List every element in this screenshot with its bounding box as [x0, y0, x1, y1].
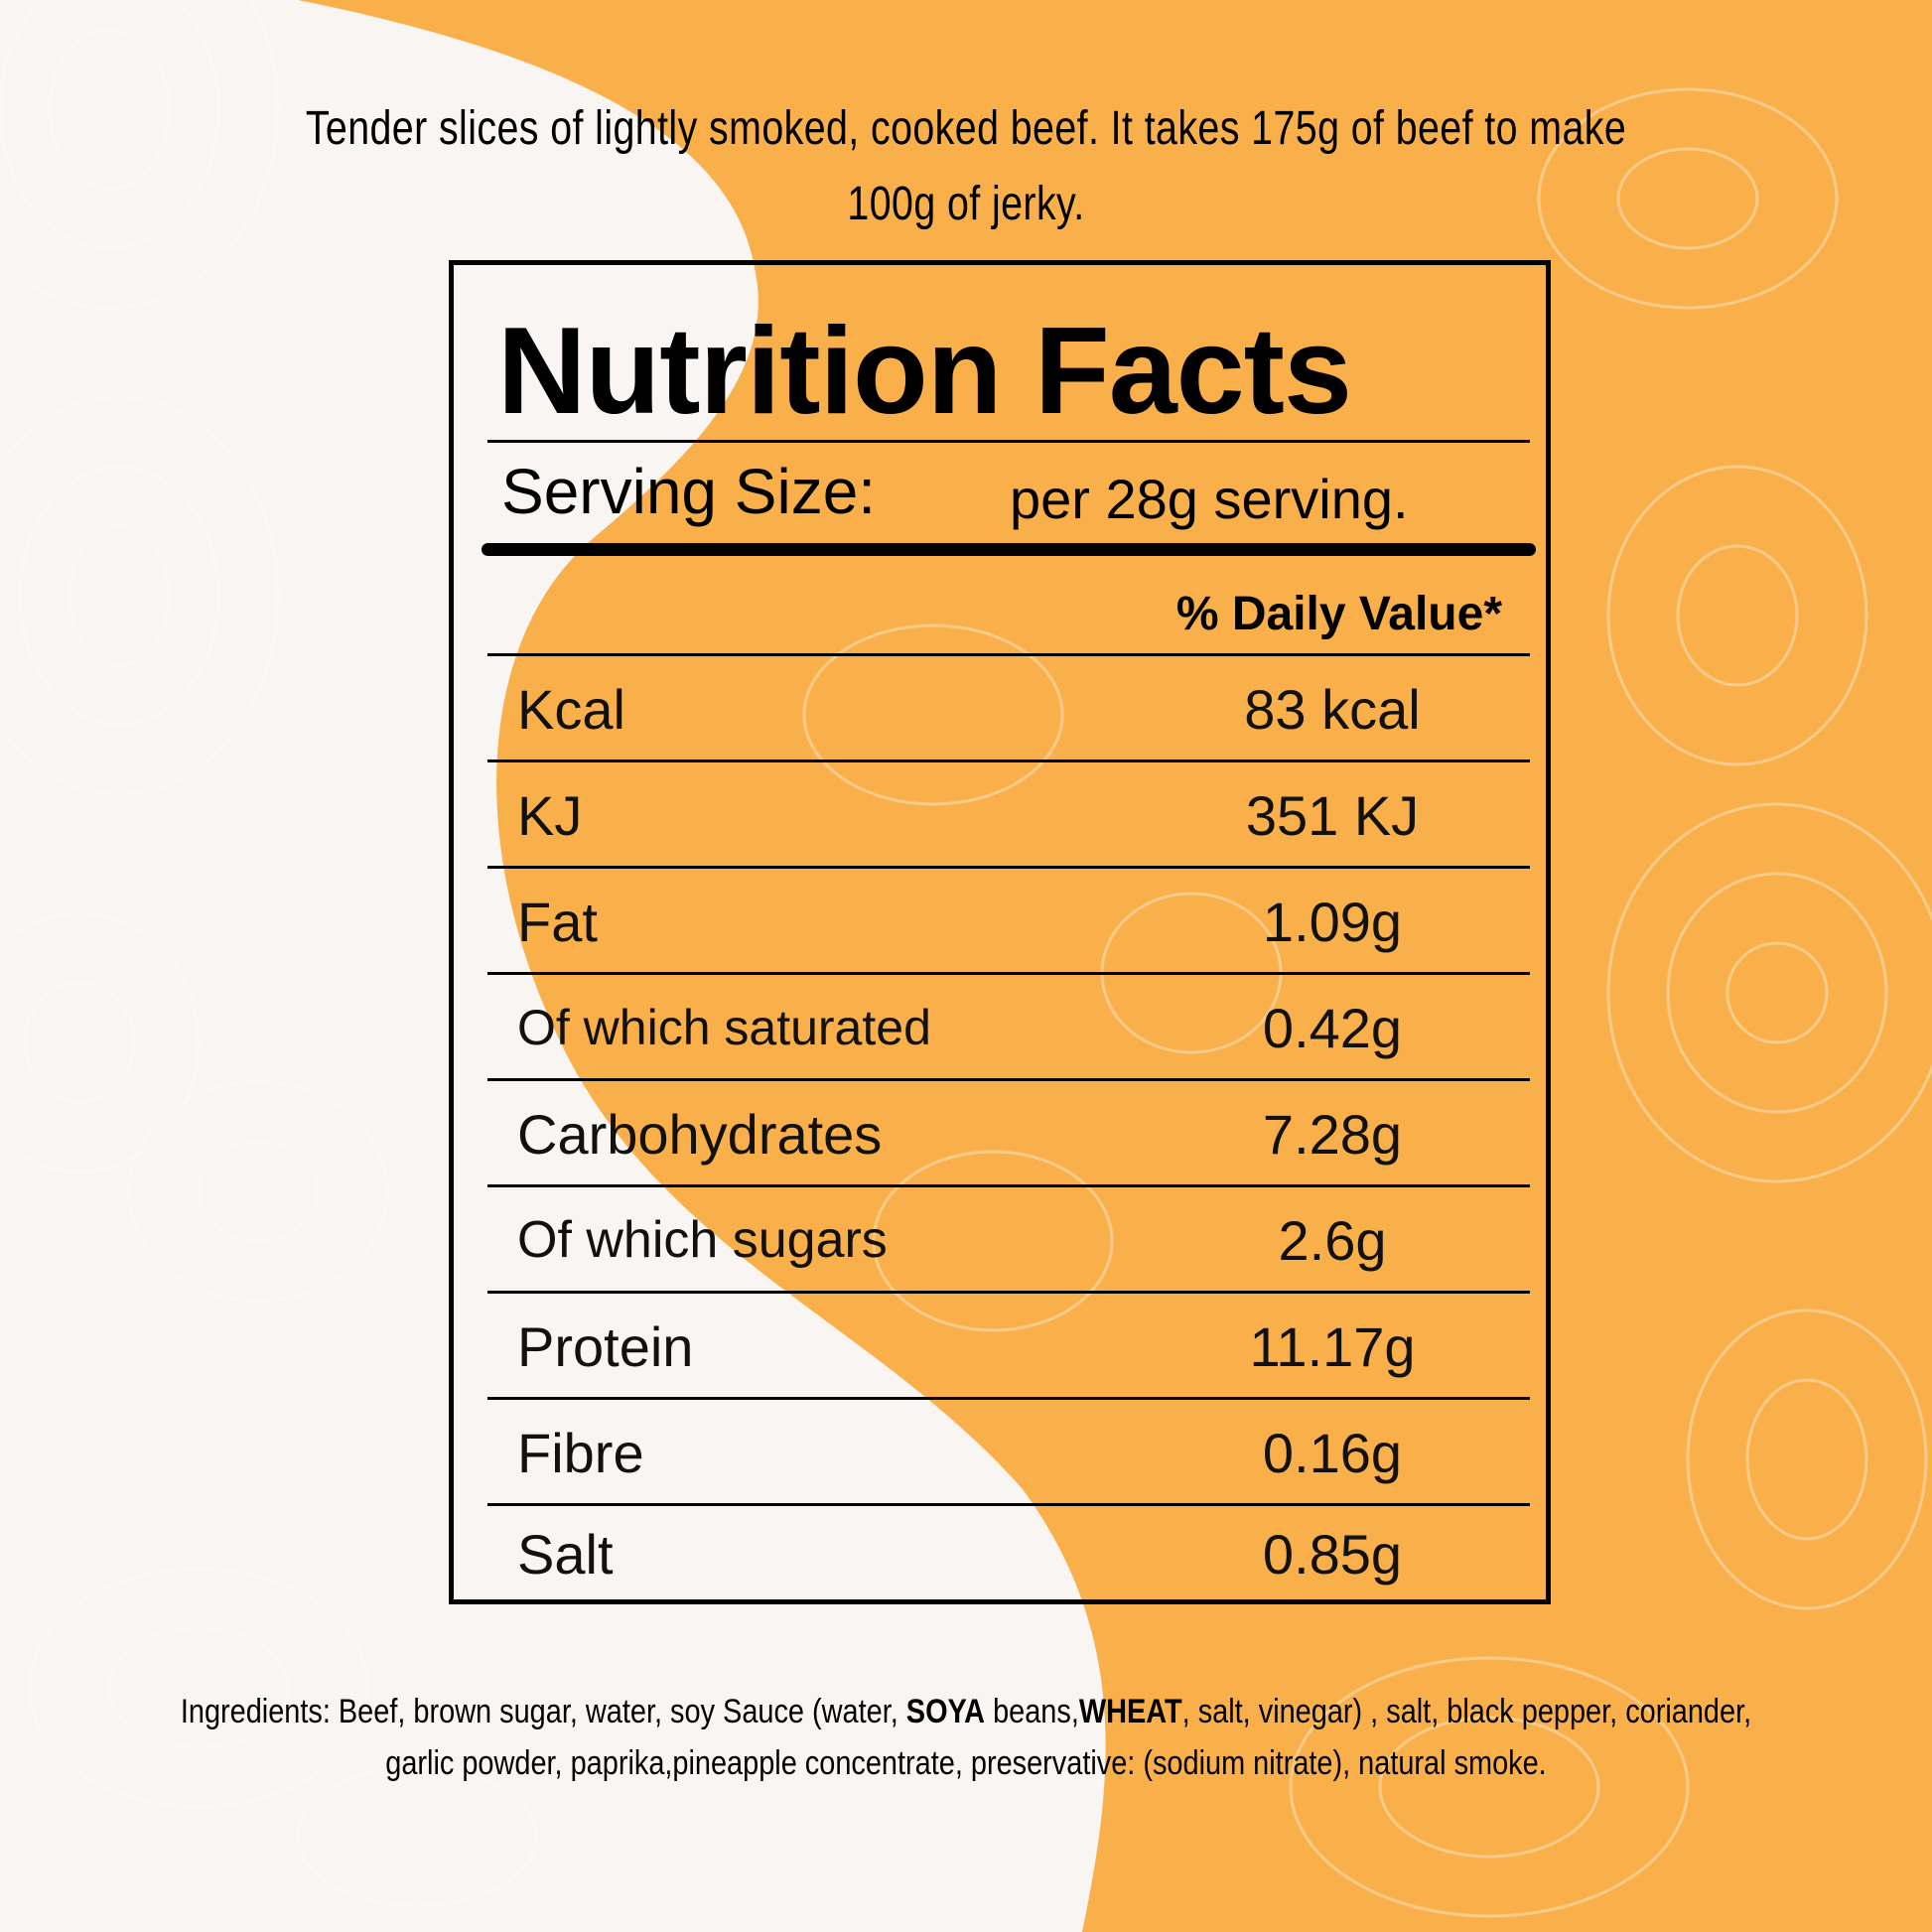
nutrient-value: 7.28g — [1262, 1103, 1403, 1166]
nutrient-value: 351 KJ — [1245, 784, 1420, 847]
nutrient-value: 1.09g — [1262, 891, 1403, 953]
divider — [487, 1503, 1530, 1506]
nutrient-value: 0.16g — [1262, 1422, 1403, 1484]
nutrient-name: KJ — [517, 784, 583, 847]
nutrient-value: 11.17g — [1249, 1315, 1416, 1378]
nutrient-row: Kcal 83 kcal — [454, 656, 1546, 762]
nutrient-name: Protein — [517, 1315, 694, 1378]
serving-size-label: Serving Size: — [501, 456, 877, 527]
nutrient-name: Salt — [517, 1523, 614, 1586]
divider — [487, 866, 1530, 869]
divider — [487, 1291, 1530, 1294]
ingredients-part: Ingredients: Beef, brown sugar, water, s… — [180, 1693, 906, 1730]
nutrient-name: Fibre — [517, 1422, 644, 1484]
divider — [487, 1397, 1530, 1400]
divider — [487, 440, 1530, 443]
ingredients-part: beans, — [985, 1693, 1079, 1730]
nutrient-row: Of which sugars 2.6g — [454, 1187, 1546, 1294]
nutrient-row: Fibre 0.16g — [454, 1400, 1546, 1506]
nutrient-name: Fat — [517, 891, 598, 953]
divider — [487, 759, 1530, 762]
divider — [487, 653, 1530, 656]
nutrient-row: Of which saturated 0.42g — [454, 975, 1546, 1081]
nutrient-value: 2.6g — [1278, 1209, 1387, 1272]
allergen-wheat: WHEAT — [1078, 1693, 1182, 1730]
label-title: Nutrition Facts — [497, 303, 1352, 440]
nutrient-name: Kcal — [517, 678, 625, 741]
nutrient-row: Fat 1.09g — [454, 869, 1546, 975]
nutrient-row: Carbohydrates 7.28g — [454, 1081, 1546, 1187]
nutrient-row: KJ 351 KJ — [454, 762, 1546, 869]
divider — [487, 972, 1530, 975]
thick-divider — [482, 543, 1536, 556]
nutrient-row: Protein 11.17g — [454, 1294, 1546, 1400]
divider — [487, 1184, 1530, 1187]
nutrient-name: Of which sugars — [517, 1211, 888, 1269]
ingredients-part: , salt, vinegar) , salt, black pepper, c… — [385, 1693, 1752, 1782]
product-description: Tender slices of lightly smoked, cooked … — [305, 102, 1627, 230]
nutrient-name: Of which saturated — [517, 1000, 931, 1055]
nutrient-value: 83 kcal — [1244, 678, 1421, 741]
orange-wave-shape — [298, 0, 1932, 1932]
nutrient-value: 0.42g — [1262, 997, 1403, 1059]
allergen-soya: SOYA — [905, 1693, 986, 1730]
daily-value-header: % Daily Value* — [1175, 588, 1502, 640]
nutrient-value: 0.85g — [1262, 1523, 1403, 1586]
ingredients-text: Ingredients: Beef, brown sugar, water, s… — [179, 1686, 1753, 1789]
nutrient-name: Carbohydrates — [517, 1103, 883, 1166]
serving-size-value: per 28g serving. — [1010, 468, 1409, 530]
divider — [487, 1078, 1530, 1081]
nutrient-row: Salt 0.85g — [454, 1501, 1546, 1607]
nutrition-facts-label: Nutrition Facts Serving Size: per 28g se… — [449, 260, 1551, 1604]
